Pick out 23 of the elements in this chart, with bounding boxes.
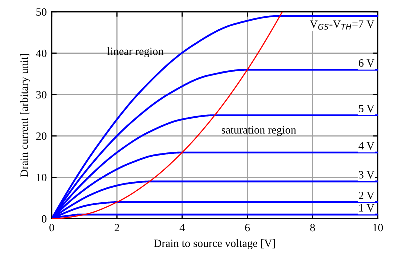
x-tick-label: 10 (373, 224, 384, 232)
x-tick-label: 8 (310, 224, 316, 232)
series-label: 5 V (359, 105, 375, 113)
series-label: 2 V (359, 192, 375, 200)
y-tick-label: 30 (36, 91, 47, 99)
x-tick-label: 4 (180, 224, 186, 232)
series-label: 1 V (360, 204, 375, 212)
y-tick-label: 20 (36, 132, 47, 140)
y-tick-label: 0 (42, 215, 47, 223)
annotation: saturation region (222, 126, 296, 136)
series-label: 3 V (359, 171, 375, 179)
x-tick-label: 2 (114, 224, 120, 232)
x-axis-title: Drain to source voltage [V] (154, 239, 276, 250)
y-tick-label: 40 (36, 50, 47, 58)
x-tick-label: 6 (245, 224, 250, 232)
x-tick-label: 0 (50, 224, 54, 232)
y-tick-label: 50 (36, 8, 47, 16)
y-tick-label: 10 (37, 174, 47, 182)
series-label: 6 V (359, 60, 375, 68)
y-axis-title: Drain current [arbitary unit] (20, 54, 30, 178)
annotation: linear region (108, 47, 164, 58)
series-label: V$_{GS}$-V$_{TH}$=7 V (310, 20, 375, 30)
series-label: 4 V (358, 142, 375, 150)
